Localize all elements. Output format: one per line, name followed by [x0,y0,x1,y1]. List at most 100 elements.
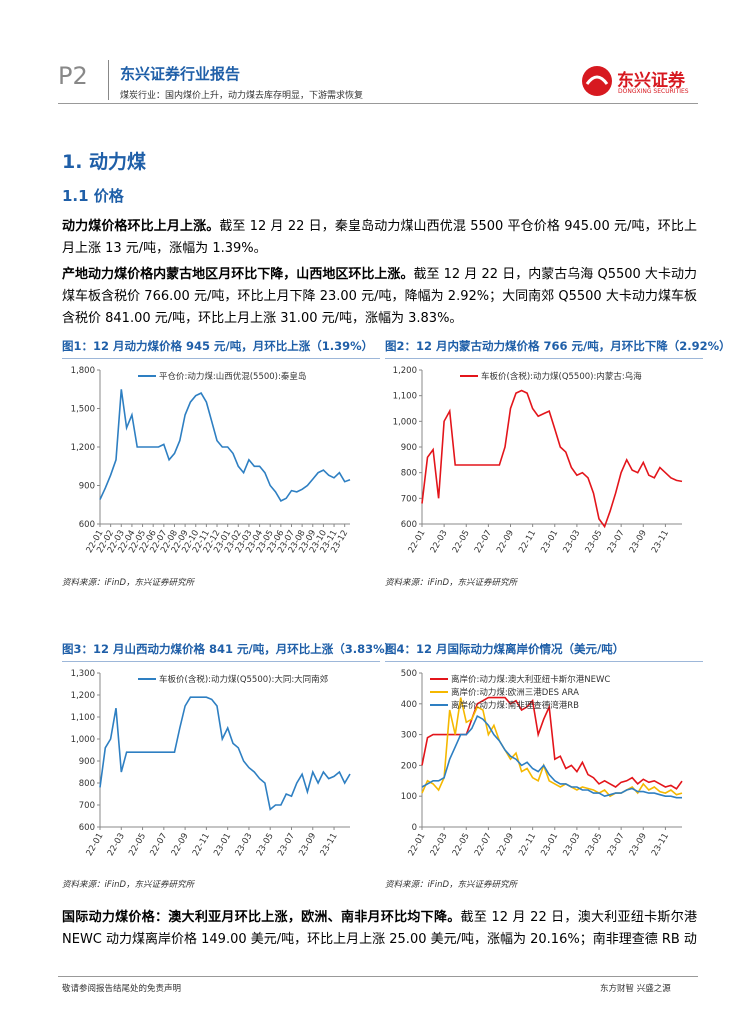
y-tick-label: 100 [401,792,417,802]
y-tick-label: 1,200 [393,366,417,376]
paragraph-lead: 动力煤价格环比上月上涨。 [62,219,220,234]
y-tick-label: 1,100 [71,713,95,723]
series-line [421,696,683,790]
logo-en: DONGXING SECURITIES [618,88,689,95]
x-tick-label: 23-07 [606,832,627,858]
footer-right: 东方财智 兴盛之源 [600,984,671,994]
x-tick-label: 22-11 [517,529,538,555]
x-tick-label: 23-05 [584,529,605,555]
y-tick-label: 1,000 [71,735,95,745]
y-tick-label: 900 [401,443,417,453]
y-tick-label: 600 [79,520,95,530]
page-number: P2 [58,62,88,90]
series-line [421,389,683,529]
x-tick-label: 22-05 [451,832,472,858]
x-tick-label: 22-11 [191,832,212,858]
y-tick-label: 0 [412,823,417,833]
x-tick-label: 23-07 [606,529,627,555]
paragraph: 动力煤价格环比上月上涨。截至 12 月 22 日，秦皇岛动力煤山西优混 5500… [62,216,697,260]
y-tick-label: 300 [401,731,417,741]
paragraph-text: 截至 12 月 22 日，澳大利亚纽卡斯尔港 NEWC 动力煤离岸价格 149.… [62,910,697,947]
series-line [421,714,682,799]
y-tick-label: 800 [79,779,95,789]
subsection-heading: 1.1 价格 [62,187,124,205]
x-tick-label: 22-07 [473,832,494,858]
legend-label: 离岸价:动力煤:欧洲三港DES ARA [451,687,579,698]
footer-left: 敬请参阅报告结尾处的免责声明 [62,984,182,994]
x-tick-label: 22-01 [85,832,106,858]
section-heading: 1. 动力煤 [62,151,147,173]
y-tick-label: 600 [401,520,417,530]
paragraph: 产地动力煤价格内蒙古地区月环比下降，山西地区环比上涨。截至 12 月 22 日，… [62,264,697,330]
y-tick-label: 1,200 [71,443,95,453]
x-tick-label: 22-11 [517,832,538,858]
x-tick-label: 23-09 [628,832,649,858]
x-tick-label: 22-09 [170,832,191,858]
x-tick-label: 23-11 [319,832,340,858]
report-subtitle: 煤炭行业：国内煤价上升，动力煤去库存明显，下游需求恢复 [120,91,364,101]
paragraph-lead: 产地动力煤价格内蒙古地区月环比下降，山西地区环比上涨。 [62,267,414,282]
x-tick-label: 22-07 [148,832,169,858]
x-tick-label: 23-03 [234,832,255,858]
legend-label: 平仓价:动力煤:山西优混(5500):秦皇岛 [159,371,306,382]
figure-title: 图1：12 月动力煤价格 945 元/吨，月环比上涨（1.39%） [62,338,380,359]
x-tick-label: 22-03 [106,832,127,858]
x-tick-label: 22-07 [473,529,494,555]
footer-line [58,976,698,977]
y-tick-label: 1,200 [71,691,95,701]
paragraph-text: 截至 12 月 22 日，内蒙古乌海 Q5500 大卡动力煤车板含税价 766.… [62,267,697,326]
chart: 0 100 200 300 400 500 22-01 22-03 22-05 22-07 22-0… [401,669,683,858]
x-tick-label: 23-11 [650,832,671,858]
y-tick-label: 1,500 [71,405,95,415]
paragraph-text: 截至 12 月 22 日，秦皇岛动力煤山西优混 5500 平仓价格 945.00… [62,219,697,256]
figure-source: 资料来源：iFinD，东兴证券研究所 [62,880,195,890]
x-tick-label: 23-07 [276,832,297,858]
x-tick-label: 23-03 [561,832,582,858]
y-tick-label: 1,300 [71,669,95,679]
y-tick-label: 600 [79,823,95,833]
header-line [58,103,698,104]
y-tick-label: 400 [401,700,417,710]
y-tick-label: 700 [401,494,417,504]
report-name: 东兴证券行业报告 [120,65,241,83]
x-tick-label: 22-03 [429,832,450,858]
paragraph-lead: 国际动力煤价格：澳大利亚月环比上涨，欧洲、南非月环比均下降。 [62,910,461,925]
x-tick-label: 22-01 [407,529,428,555]
x-tick-label: 22-05 [451,529,472,555]
logo-text: 东兴证券 [617,71,685,91]
x-tick-label: 22-09 [495,832,516,858]
y-tick-label: 900 [79,757,95,767]
legend-label: 车板价(含税):动力煤(Q5500):内蒙古:乌海 [481,371,642,382]
series-line [421,697,683,798]
x-tick-label: 23-01 [539,832,560,858]
series-line [99,389,351,502]
logo-arc [585,75,609,85]
legend-label: 车板价(含税):动力煤(Q5500):大同:大同南郊 [159,674,329,685]
series-line [99,696,351,811]
x-tick-label: 23-05 [255,832,276,858]
x-tick-label: 22-05 [127,832,148,858]
figure-title: 图3：12 月山西动力煤价格 841 元/吨，月环比上涨（3.83%） [62,641,396,662]
figure-source: 资料来源：iFinD，东兴证券研究所 [62,578,195,588]
legend-label: 离岸价:动力煤:澳大利亚纽卡斯尔港NEWC [451,674,610,685]
y-tick-label: 1,000 [393,417,417,427]
figure-title: 图4：12 月国际动力煤离岸价情况（美元/吨） [385,641,703,662]
x-tick-label: 22-09 [495,529,516,555]
figure-title: 图2：12 月内蒙古动力煤价格 766 元/吨，月环比下降（2.92%） [385,338,731,359]
x-tick-label: 22-03 [429,529,450,555]
x-tick-label: 23-01 [539,529,560,555]
y-tick-label: 1,800 [71,366,95,376]
figure-source: 资料来源：iFinD，东兴证券研究所 [385,578,518,588]
chart: 6009001,2001,5001,80022-0122-0222-0322-0… [71,366,351,555]
y-tick-label: 900 [79,482,95,492]
y-tick-label: 800 [401,469,417,479]
y-tick-label: 500 [401,669,417,679]
figure-source: 资料来源：iFinD，东兴证券研究所 [385,880,518,890]
y-tick-label: 700 [79,801,95,811]
x-tick-label: 23-09 [628,529,649,555]
x-tick-label: 23-11 [650,529,671,555]
x-tick-label: 22-01 [407,832,428,858]
